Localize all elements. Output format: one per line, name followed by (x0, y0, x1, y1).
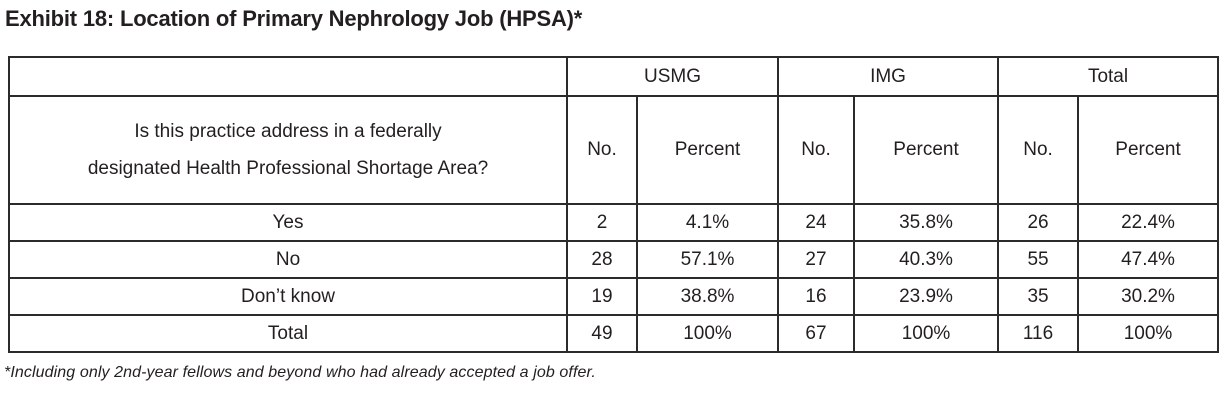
cell-total-percent: 30.2% (1077, 277, 1220, 316)
table-row-no: No 28 57.1% 27 40.3% 55 47.4% (8, 240, 1220, 279)
hpsa-table: USMG IMG Total Is this practice address … (8, 56, 1220, 353)
subheader-row: Is this practice address in a federally … (8, 95, 1220, 205)
table-row-total: Total 49 100% 67 100% 116 100% (8, 314, 1220, 353)
cell-img-percent: 100% (852, 314, 1000, 353)
question-cell: Is this practice address in a federally … (8, 95, 568, 205)
cell-total-percent: 100% (1077, 314, 1220, 353)
row-label: Total (8, 314, 568, 353)
exhibit-title: Exhibit 18: Location of Primary Nephrolo… (5, 6, 583, 31)
subheader-total-no: No. (997, 95, 1080, 205)
subheader-total-percent: Percent (1077, 95, 1220, 205)
cell-usmg-percent: 57.1% (636, 240, 779, 279)
cell-usmg-percent: 38.8% (636, 277, 779, 316)
cell-img-no: 16 (777, 277, 855, 316)
subheader-usmg-no: No. (566, 95, 638, 205)
cell-usmg-no: 28 (566, 240, 638, 279)
row-label: Yes (8, 203, 568, 242)
row-label: Don’t know (8, 277, 568, 316)
group-header-img: IMG (776, 56, 1000, 97)
table-row-dont-know: Don’t know 19 38.8% 16 23.9% 35 30.2% (8, 277, 1220, 316)
cell-total-no: 35 (997, 277, 1080, 316)
cell-total-percent: 47.4% (1077, 240, 1220, 279)
footnote: *Including only 2nd-year fellows and bey… (4, 364, 596, 381)
cell-img-percent: 35.8% (852, 203, 1000, 242)
row-label: No (8, 240, 568, 279)
cell-img-percent: 23.9% (852, 277, 1000, 316)
cell-total-no: 116 (997, 314, 1080, 353)
cell-usmg-no: 19 (566, 277, 638, 316)
cell-img-no: 27 (777, 240, 855, 279)
table-row-yes: Yes 2 4.1% 24 35.8% 26 22.4% (8, 203, 1220, 242)
cell-img-percent: 40.3% (852, 240, 1000, 279)
cell-usmg-percent: 4.1% (636, 203, 779, 242)
cell-total-no: 26 (997, 203, 1080, 242)
subheader-img-no: No. (777, 95, 855, 205)
cell-img-no: 67 (777, 314, 855, 353)
empty-corner-cell (8, 56, 568, 97)
cell-usmg-percent: 100% (636, 314, 779, 353)
cell-usmg-no: 2 (566, 203, 638, 242)
cell-img-no: 24 (777, 203, 855, 242)
group-header-usmg: USMG (566, 56, 779, 97)
subheader-usmg-percent: Percent (636, 95, 779, 205)
group-header-total: Total (997, 56, 1220, 97)
cell-usmg-no: 49 (566, 314, 638, 353)
subheader-img-percent: Percent (852, 95, 1000, 205)
cell-total-no: 55 (997, 240, 1080, 279)
group-header-row: USMG IMG Total (8, 56, 1220, 97)
cell-total-percent: 22.4% (1077, 203, 1220, 242)
